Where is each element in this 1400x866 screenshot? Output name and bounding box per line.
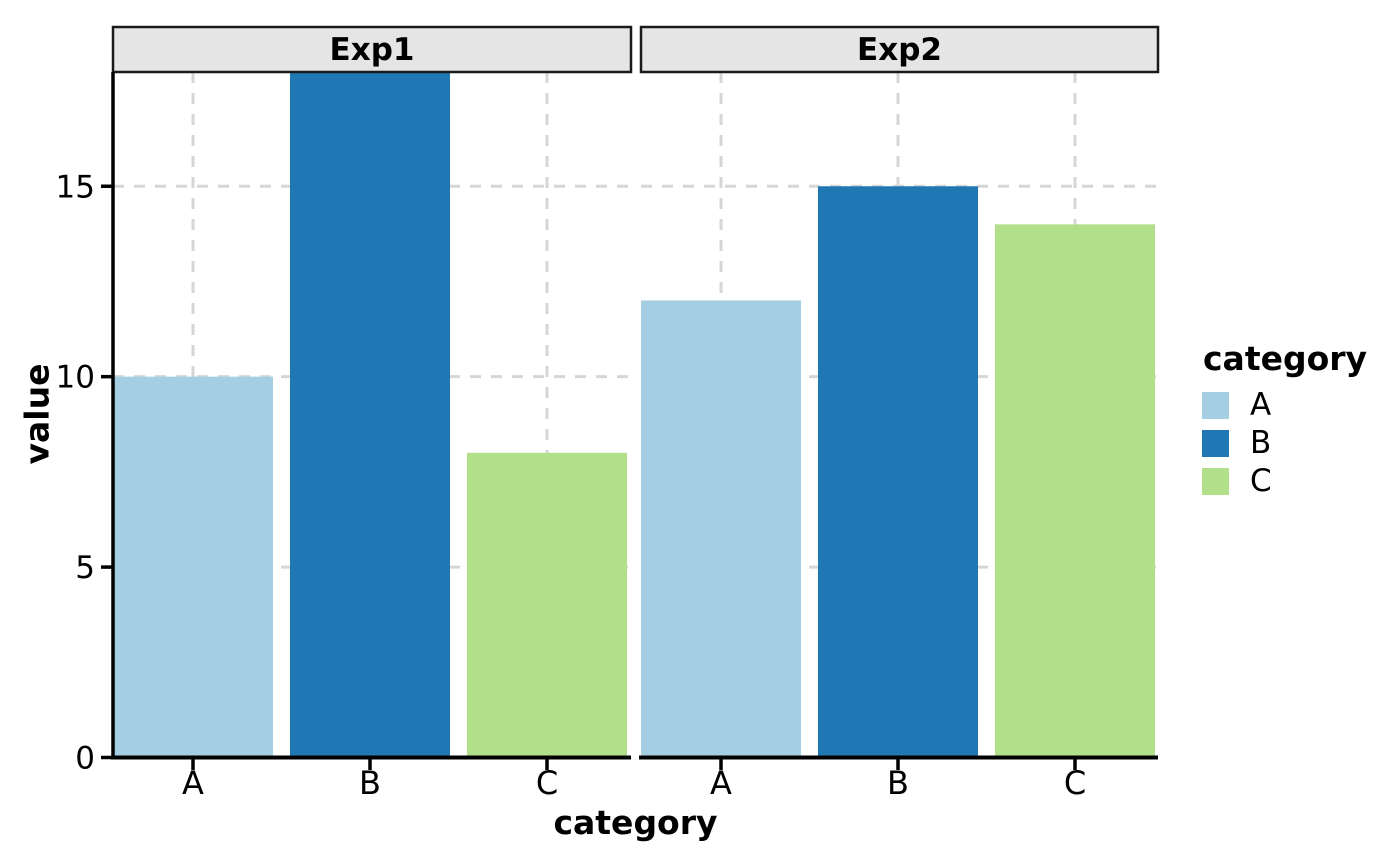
x-tick-label: C <box>536 764 558 802</box>
legend-swatch-c <box>1202 468 1229 495</box>
x-tick-label: C <box>1064 764 1086 802</box>
bar-exp2-a <box>641 300 801 758</box>
bar-exp1-c <box>467 452 627 758</box>
x-axis-title: category <box>553 803 718 842</box>
x-tick-label: B <box>887 764 909 802</box>
bar-exp1-a <box>113 376 273 758</box>
x-tick-label: B <box>359 764 381 802</box>
legend-item: C <box>1202 463 1367 499</box>
y-tick-label: 10 <box>56 360 95 396</box>
legend-item: B <box>1202 425 1367 461</box>
legend-item: A <box>1202 387 1367 423</box>
legend-item-label: B <box>1250 425 1272 461</box>
legend-item-label: C <box>1250 463 1272 499</box>
legend-swatch-b <box>1202 430 1229 457</box>
facet-strip-label: Exp2 <box>857 32 942 68</box>
y-tick-label: 15 <box>56 169 95 205</box>
x-tick-label: A <box>182 764 204 802</box>
legend-item-label: A <box>1250 387 1272 423</box>
legend-swatch-a <box>1202 392 1229 419</box>
legend-title: category <box>1203 339 1368 378</box>
y-tick-label: 0 <box>75 741 95 777</box>
facet-strip <box>111 25 633 74</box>
y-axis-title: value <box>17 363 57 465</box>
y-tick-label: 5 <box>75 550 95 586</box>
bar-exp2-c <box>995 224 1155 758</box>
x-tick-label: A <box>710 764 732 802</box>
facet-strip <box>639 25 1160 74</box>
bar-exp1-b <box>290 72 450 758</box>
bar-exp2-b <box>818 186 978 758</box>
facet-strip-label: Exp1 <box>330 32 415 68</box>
